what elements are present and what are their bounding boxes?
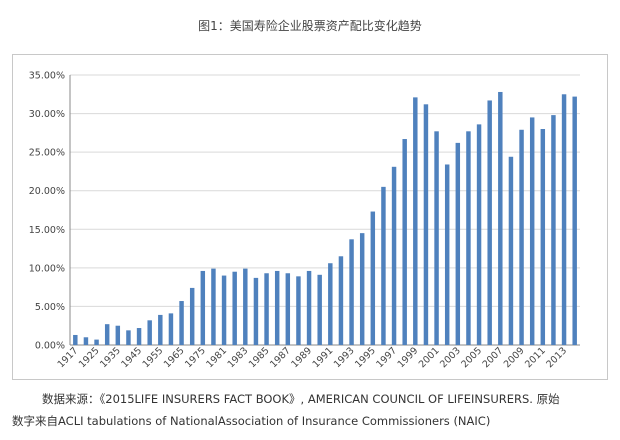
bar [466, 131, 471, 345]
bar [285, 273, 291, 345]
bar [370, 211, 376, 345]
bar [455, 142, 461, 345]
bar [147, 320, 152, 345]
y-tick-label: 35.00% [29, 71, 65, 82]
x-tick-label: 1955 [141, 345, 166, 370]
x-tick-label: 2007 [481, 345, 506, 370]
y-tick-label: 20.00% [29, 186, 65, 197]
bar [519, 129, 524, 345]
y-tick-label: 5.00% [35, 302, 65, 313]
bar [221, 275, 227, 345]
bar [476, 124, 482, 345]
bar [243, 268, 248, 345]
x-tick-label: 1981 [204, 345, 229, 370]
bar [423, 104, 429, 345]
x-tick-label: 1997 [374, 345, 399, 370]
figure-title: 图1：美国寿险企业股票资产配比变化趋势 [198, 19, 422, 33]
y-tick-label: 25.00% [29, 148, 65, 159]
bar [338, 256, 344, 345]
bar [561, 94, 567, 346]
y-tick-label: 30.00% [29, 109, 65, 120]
bar [487, 100, 492, 345]
bar [434, 131, 439, 345]
x-tick-label: 1995 [353, 345, 378, 370]
x-tick-label: 2003 [438, 345, 463, 370]
x-tick-label: 1991 [311, 345, 336, 370]
bar [94, 339, 99, 345]
bar [317, 274, 322, 345]
bar [253, 277, 259, 345]
x-tick-label: 2011 [523, 345, 548, 370]
x-tick-label: 1983 [226, 345, 251, 370]
bar [413, 97, 418, 345]
x-tick-label: 1975 [183, 345, 208, 370]
bar [508, 156, 514, 345]
bar [274, 270, 280, 345]
bar [115, 325, 121, 345]
x-tick-label: 1985 [247, 345, 272, 370]
x-tick-label: 1999 [396, 345, 421, 370]
bar [104, 324, 110, 345]
x-tick-label: 1925 [77, 345, 102, 370]
bar [296, 276, 301, 345]
bar [444, 164, 450, 345]
x-tick-label: 1989 [289, 345, 314, 370]
y-tick-label: 10.00% [29, 263, 65, 274]
x-tick-label: 1945 [119, 345, 144, 370]
bar [264, 273, 269, 345]
bar [189, 287, 195, 345]
bar-chart: 0.00% 5.00% 10.00% 15.00% 20.00% 25.00% 30.00%… [29, 71, 580, 370]
source-line-1: 数据来源：《2015LIFE INSURERS FACT BOOK》, AMER… [42, 392, 560, 406]
bar [158, 314, 163, 345]
x-tick-label: 2013 [544, 345, 569, 370]
bar [572, 96, 577, 345]
bar [391, 166, 397, 345]
bar [402, 139, 407, 345]
bar [211, 268, 216, 345]
x-tick-label: 2005 [459, 345, 484, 370]
bar [381, 186, 386, 345]
x-tick-label: 2009 [502, 345, 527, 370]
x-tick-label: 1965 [162, 345, 187, 370]
bar [126, 330, 131, 345]
bar [540, 129, 546, 345]
source-line-2: 数字来自ACLI tabulations of NationalAssociat… [12, 414, 491, 428]
bar [551, 115, 556, 345]
bar [359, 233, 365, 345]
x-tick-label: 2001 [417, 345, 442, 370]
bar [168, 313, 174, 345]
bar [200, 270, 206, 345]
bar [232, 271, 237, 345]
chart-frame: 0.00% 5.00% 10.00% 15.00% 20.00% 25.00% 30.00%… [12, 54, 608, 380]
bar [179, 301, 184, 345]
bar [349, 239, 354, 345]
x-tick-label: 1935 [98, 345, 123, 370]
bar [136, 328, 142, 345]
bar [306, 270, 312, 345]
y-tick-label: 15.00% [29, 225, 65, 236]
bar [529, 117, 535, 345]
bar [328, 263, 333, 345]
x-tick-label: 1993 [332, 345, 357, 370]
bar [83, 337, 89, 345]
x-tick-label: 1987 [268, 345, 293, 370]
bar [73, 334, 78, 345]
y-tick-label: 0.00% [35, 341, 65, 352]
bar [498, 91, 503, 345]
